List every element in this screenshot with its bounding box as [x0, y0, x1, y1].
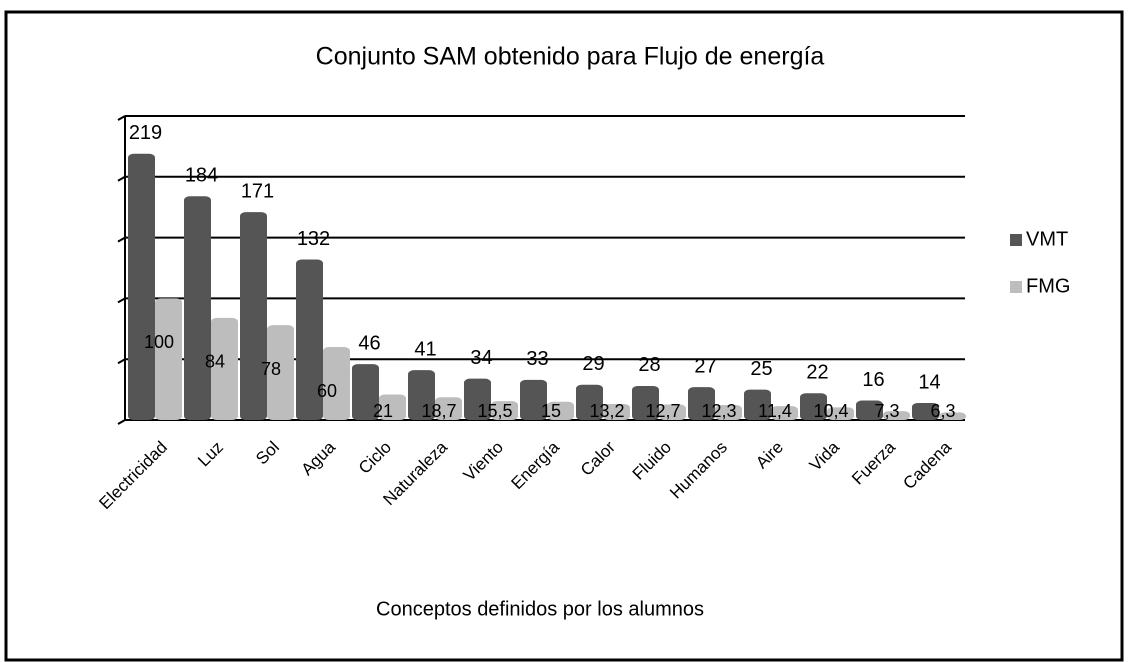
data-label: 132 — [297, 228, 330, 250]
y-tick — [117, 236, 126, 243]
bar — [827, 407, 854, 420]
legend-label: VMT — [1026, 228, 1068, 250]
y-tick — [117, 358, 126, 365]
data-label: 171 — [241, 180, 274, 202]
chart-title: Conjunto SAM obtenido para Flujo de ener… — [316, 43, 825, 71]
bar — [856, 400, 883, 420]
bar — [547, 401, 574, 420]
data-label: 28 — [638, 354, 660, 376]
data-label: 11,4 — [758, 401, 792, 421]
y-tick — [117, 419, 126, 425]
bar — [912, 402, 939, 420]
data-label: 10,4 — [813, 401, 848, 421]
bar — [296, 259, 323, 420]
bar — [715, 405, 742, 420]
bar — [435, 397, 462, 420]
bar — [240, 212, 267, 420]
bar — [323, 347, 350, 420]
bar — [184, 196, 211, 420]
data-label: 219 — [129, 122, 162, 144]
y-tick — [117, 115, 126, 121]
bar — [939, 412, 966, 420]
legend-swatch — [1010, 234, 1022, 246]
x-axis-title: Conceptos definidos por los alumnos — [376, 598, 704, 620]
data-label: 184 — [185, 165, 218, 187]
data-label: 13,2 — [589, 401, 624, 421]
bar — [688, 387, 715, 420]
bar — [211, 317, 238, 420]
bar — [744, 389, 771, 420]
data-label: 6,3 — [930, 401, 955, 421]
bar — [352, 364, 379, 420]
bar — [408, 370, 435, 420]
bar — [659, 404, 686, 420]
legend-label: FMG — [1026, 275, 1070, 297]
data-label: 18,7 — [421, 401, 456, 421]
data-label: 14 — [918, 371, 940, 393]
data-label: 21 — [373, 401, 393, 421]
data-label: 12,3 — [701, 401, 736, 421]
bar — [464, 378, 491, 420]
y-tick — [117, 297, 126, 304]
data-label: 100 — [144, 332, 174, 352]
data-label: 15 — [541, 401, 561, 421]
data-label: 27 — [694, 355, 716, 377]
data-label: 29 — [582, 353, 604, 375]
bar — [632, 385, 659, 420]
data-label: 84 — [205, 352, 225, 372]
bar — [603, 403, 630, 420]
bar — [520, 379, 547, 420]
bar — [128, 153, 155, 421]
bar — [491, 401, 518, 420]
bar — [800, 393, 827, 420]
data-label: 60 — [317, 381, 337, 401]
bar — [771, 406, 798, 420]
y-tick — [117, 175, 126, 182]
data-label: 78 — [261, 359, 281, 379]
data-label: 16 — [862, 369, 884, 391]
bar — [576, 384, 603, 420]
data-label: 41 — [414, 338, 436, 360]
data-label: 46 — [358, 332, 380, 354]
data-label: 7,3 — [874, 401, 899, 421]
legend-swatch — [1010, 281, 1022, 293]
bar — [883, 411, 910, 420]
data-label: 25 — [750, 358, 772, 380]
data-label: 12,7 — [645, 401, 680, 421]
bar — [379, 394, 406, 420]
bar — [267, 325, 294, 420]
data-label: 15,5 — [477, 401, 512, 421]
bar — [155, 298, 182, 420]
data-label: 34 — [470, 347, 492, 369]
data-label: 33 — [526, 348, 548, 370]
data-label: 22 — [806, 362, 828, 384]
